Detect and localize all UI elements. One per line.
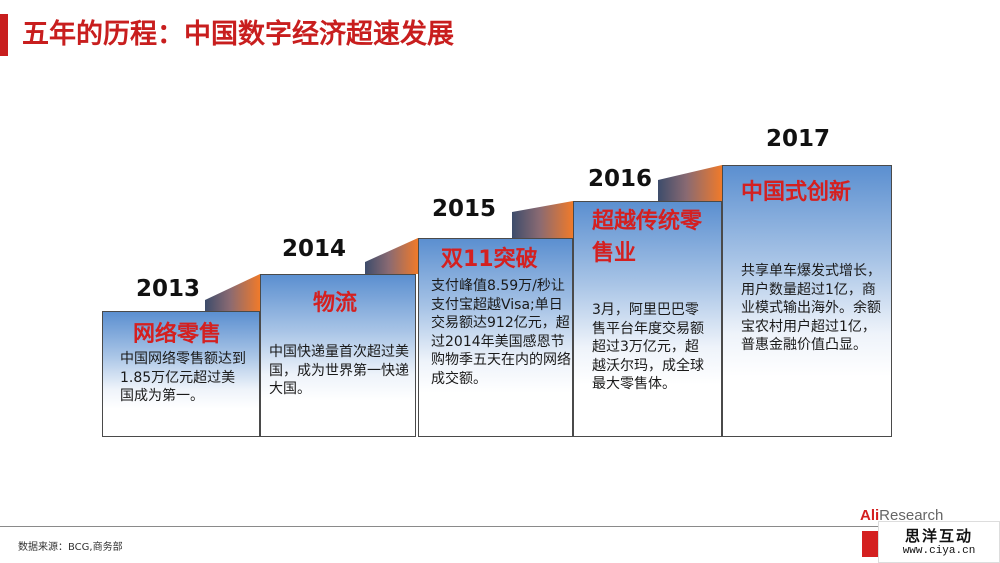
- step-title-2016: 超越传统零售业: [592, 209, 703, 266]
- year-2017: 2017: [766, 126, 831, 152]
- connector-ramp-2014: [365, 238, 418, 274]
- year-2016: 2016: [588, 166, 653, 192]
- step-box-2014: 物流 中国快递量首次超过美国，成为世界第一快递大国。: [260, 274, 416, 437]
- year-2013: 2013: [136, 276, 201, 302]
- connector-ramp-2013: [205, 274, 260, 311]
- year-2015: 2015: [432, 196, 497, 222]
- step-box-2017: 中国式创新 共享单车爆发式增长，用户数量超过1亿，商业模式输出海外。余额宝农村用…: [722, 165, 892, 437]
- step-body-2015: 支付峰值8.59万/秒让支付宝超越Visa;单日交易额达912亿元，超过2014…: [431, 278, 571, 387]
- data-source: 数据来源：BCG,商务部: [18, 542, 123, 553]
- watermark: 思洋互动 www.ciya.cn: [878, 521, 1000, 563]
- step-box-2015: 双11突破 支付峰值8.59万/秒让支付宝超越Visa;单日交易额达912亿元，…: [418, 238, 573, 437]
- logo-mark: [862, 531, 878, 557]
- step-body-2013: 中国网络零售额达到1.85万亿元超过美国成为第一。: [120, 351, 246, 404]
- step-box-2013: 网络零售 中国网络零售额达到1.85万亿元超过美国成为第一。: [102, 311, 260, 437]
- step-title-2013: 网络零售: [133, 322, 222, 347]
- watermark-name: 思洋互动: [904, 527, 973, 545]
- step-body-2014: 中国快递量首次超过美国，成为世界第一快递大国。: [269, 344, 409, 397]
- aliresearch-logo: AliResearch: [860, 507, 943, 524]
- logo-red-text: Ali: [860, 507, 880, 524]
- step-body-2017: 共享单车爆发式增长，用户数量超过1亿，商业模式输出海外。余额宝农村用户超过1亿，…: [741, 263, 881, 353]
- page-title: 五年的历程：中国数字经济超速发展: [22, 19, 454, 50]
- logo-grey-text: Research: [879, 507, 944, 524]
- title-accent-bar: [0, 14, 8, 56]
- step-title-2014: 物流: [313, 291, 358, 316]
- step-box-2016: 超越传统零售业 3月，阿里巴巴零售平台年度交易额超过3万亿元，超越沃尔玛，成全球…: [573, 201, 722, 437]
- step-title-2017: 中国式创新: [741, 180, 852, 205]
- connector-ramp-2015: [512, 201, 573, 238]
- connector-ramp-2016: [658, 165, 722, 201]
- footer-divider: [0, 526, 1000, 527]
- step-body-2016: 3月，阿里巴巴零售平台年度交易额超过3万亿元，超越沃尔玛，成全球最大零售体。: [592, 302, 704, 392]
- step-title-2015: 双11突破: [441, 247, 538, 272]
- year-2014: 2014: [282, 236, 347, 262]
- watermark-url: www.ciya.cn: [902, 545, 976, 557]
